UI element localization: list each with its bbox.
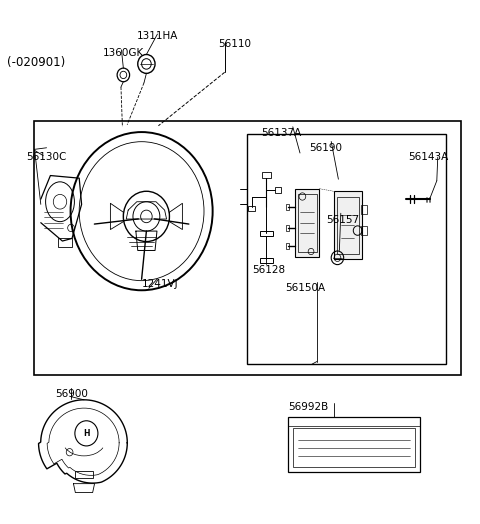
Bar xyxy=(58,238,72,247)
Bar xyxy=(361,205,367,214)
Bar xyxy=(361,226,367,235)
Bar xyxy=(295,189,319,257)
Text: 56110: 56110 xyxy=(218,39,252,49)
Bar xyxy=(286,204,289,210)
Bar xyxy=(288,417,420,472)
Text: 56992B: 56992B xyxy=(288,402,328,412)
Bar xyxy=(247,134,446,364)
Bar xyxy=(262,172,271,178)
Text: 56137A: 56137A xyxy=(262,128,302,138)
Text: 56128: 56128 xyxy=(252,265,285,275)
Text: 1311HA: 1311HA xyxy=(137,31,178,41)
Bar xyxy=(34,121,461,375)
Bar xyxy=(275,187,281,193)
Bar xyxy=(298,194,317,252)
Text: H: H xyxy=(83,429,90,438)
Bar xyxy=(293,428,415,467)
Bar xyxy=(75,471,93,478)
Bar xyxy=(286,243,289,249)
Text: 1360GK: 1360GK xyxy=(103,48,144,58)
Bar xyxy=(286,225,289,231)
Text: 56190: 56190 xyxy=(310,143,343,152)
Text: 56900: 56900 xyxy=(55,389,88,399)
Text: 56157: 56157 xyxy=(326,215,360,225)
Bar xyxy=(248,206,255,211)
Text: 1241VJ: 1241VJ xyxy=(142,279,178,289)
Bar xyxy=(337,196,359,254)
Text: 56130C: 56130C xyxy=(26,152,67,162)
Bar xyxy=(260,258,273,263)
Text: 56150A: 56150A xyxy=(286,283,326,293)
Text: 56143A: 56143A xyxy=(408,152,448,162)
Bar xyxy=(260,231,273,236)
Bar xyxy=(334,191,362,259)
Text: (-020901): (-020901) xyxy=(7,56,65,69)
